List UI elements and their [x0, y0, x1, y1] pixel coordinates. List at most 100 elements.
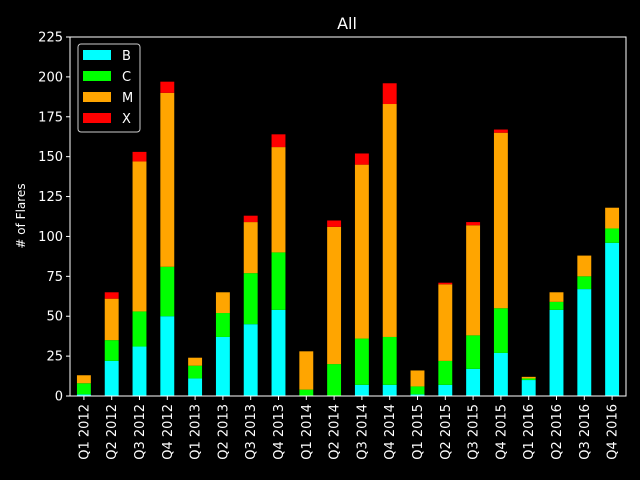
bar-B-15 [493, 352, 508, 396]
bar-X-11 [382, 83, 397, 105]
bar-M-16 [521, 376, 536, 379]
legend-label-X: X [122, 112, 131, 127]
legend-swatch-C [83, 71, 111, 81]
chart-title: All [337, 14, 357, 33]
plot-frame [69, 36, 627, 397]
y-tick-label: 175 [38, 110, 63, 125]
bar-C-16 [521, 378, 536, 381]
bar-B-4 [188, 378, 203, 396]
bar-B-12 [410, 394, 425, 396]
legend-label-B: B [122, 49, 131, 64]
bar-M-10 [354, 164, 369, 339]
legend-swatch-M [83, 92, 111, 102]
x-tick-label: Q3 2016 [578, 404, 593, 460]
bar-C-6 [243, 273, 258, 325]
bar-X-6 [243, 215, 258, 223]
bar-M-7 [271, 147, 286, 253]
bar-B-5 [215, 336, 230, 396]
bar-C-0 [76, 383, 91, 395]
bar-M-2 [132, 161, 147, 312]
bar-B-13 [438, 384, 453, 396]
bar-M-9 [327, 226, 342, 365]
legend-frame [77, 43, 141, 133]
bar-M-14 [466, 225, 481, 336]
bar-M-3 [160, 92, 175, 267]
legend-swatch-X [83, 113, 111, 123]
bar-M-12 [410, 370, 425, 387]
bar-B-6 [243, 324, 258, 396]
x-tick-label: Q1 2012 [77, 404, 92, 460]
bar-M-13 [438, 284, 453, 361]
legend-label-M: M [122, 91, 133, 106]
x-tick-label: Q2 2012 [105, 404, 120, 460]
bar-X-14 [466, 222, 481, 226]
x-tick-label: Q1 2015 [411, 404, 426, 460]
bar-C-1 [104, 340, 119, 361]
bar-M-5 [215, 292, 230, 314]
bar-C-18 [577, 276, 592, 290]
bar-X-1 [104, 292, 119, 299]
bar-B-18 [577, 289, 592, 396]
legend-label-C: C [122, 70, 131, 85]
y-tick-label: 25 [46, 350, 63, 365]
x-tick-label: Q4 2015 [494, 404, 509, 460]
y-tick-label: 200 [38, 70, 63, 85]
y-tick-label: 225 [38, 31, 63, 46]
bar-C-14 [466, 335, 481, 369]
bar-B-3 [160, 316, 175, 396]
x-tick-label: Q3 2015 [467, 404, 482, 460]
bar-M-15 [493, 132, 508, 309]
bar-B-2 [132, 346, 147, 396]
x-tick-label: Q1 2013 [189, 404, 204, 460]
bar-M-11 [382, 104, 397, 337]
legend-swatch-B [83, 50, 111, 60]
bar-C-19 [605, 228, 620, 243]
bar-C-2 [132, 311, 147, 347]
x-tick-label: Q1 2016 [522, 404, 537, 460]
bar-M-6 [243, 222, 258, 274]
x-axis: Q1 2012 Q2 2012 Q3 2012 Q4 2012 Q1 2013 Q2 20… [77, 396, 621, 460]
x-tick-label: Q4 2014 [383, 404, 398, 460]
y-tick-label: 100 [38, 230, 63, 245]
y-tick-label: 150 [38, 150, 63, 165]
bar-C-13 [438, 360, 453, 385]
bar-M-17 [549, 292, 564, 302]
bar-M-18 [577, 255, 592, 277]
bars-layer [76, 81, 620, 396]
bar-B-17 [549, 309, 564, 396]
bar-C-3 [160, 266, 175, 317]
bar-B-19 [605, 242, 620, 396]
bar-C-7 [271, 252, 286, 310]
bar-B-1 [104, 360, 119, 396]
x-tick-label: Q3 2014 [355, 404, 370, 460]
y-axis-label: # of Flares [14, 183, 28, 248]
x-tick-label: Q4 2016 [606, 404, 621, 460]
bar-B-0 [76, 394, 91, 396]
bar-C-17 [549, 301, 564, 310]
bar-C-10 [354, 338, 369, 385]
x-tick-label: Q2 2015 [439, 404, 454, 460]
bar-B-16 [521, 380, 536, 396]
x-tick-label: Q4 2012 [161, 404, 176, 460]
bar-X-9 [327, 220, 342, 227]
bar-C-9 [327, 364, 342, 396]
bar-M-1 [104, 298, 119, 341]
bar-C-11 [382, 336, 397, 385]
bar-X-3 [160, 81, 175, 93]
x-tick-label: Q1 2014 [300, 404, 315, 460]
x-tick-label: Q4 2013 [272, 404, 287, 460]
bar-X-2 [132, 151, 147, 162]
y-tick-label: 125 [38, 190, 63, 205]
y-tick-label: 0 [55, 390, 63, 405]
bar-C-5 [215, 313, 230, 337]
bar-C-15 [493, 308, 508, 353]
y-axis: 0 25 50 75 100 125 150 175 200 225 [38, 31, 70, 405]
x-tick-label: Q2 2013 [216, 404, 231, 460]
bar-C-4 [188, 365, 203, 379]
bar-M-4 [188, 357, 203, 366]
bar-B-11 [382, 384, 397, 396]
bar-X-15 [493, 129, 508, 133]
bar-X-10 [354, 153, 369, 165]
x-tick-label: Q2 2016 [550, 404, 565, 460]
